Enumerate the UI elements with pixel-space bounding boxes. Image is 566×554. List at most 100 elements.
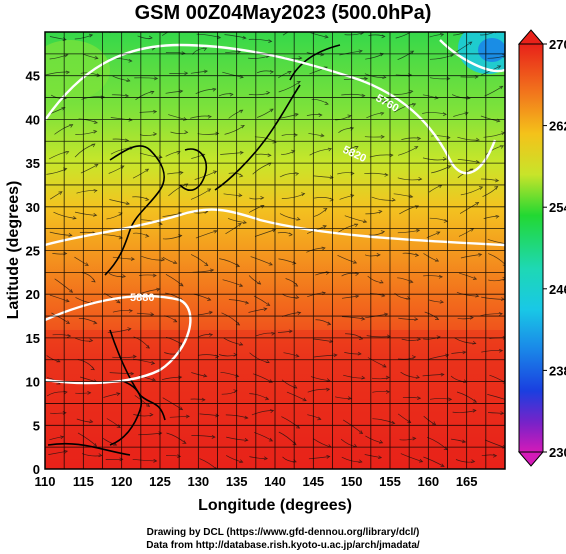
- colorbar-bottom-arrow: [517, 451, 545, 467]
- streamline: [278, 81, 301, 93]
- streamline-arrowhead: [411, 103, 417, 107]
- streamline: [77, 432, 97, 447]
- streamline: [162, 32, 169, 36]
- streamline-arrowhead: [383, 99, 388, 104]
- streamline-arrowhead: [295, 424, 301, 429]
- streamline-arrowhead: [434, 258, 440, 262]
- colorbar-label: 262: [549, 119, 566, 134]
- colorbar: 270 262 254 246 238 230: [517, 29, 566, 467]
- streamline-arrowhead: [153, 132, 158, 137]
- x-axis-ticks: 110 115 120 125 130 135 140 145 150 155 160 165: [35, 474, 478, 489]
- x-tick-label: 135: [226, 474, 248, 489]
- streamline: [337, 254, 357, 264]
- streamline: [74, 256, 89, 266]
- streamline-arrowhead: [333, 353, 338, 358]
- streamline: [365, 435, 383, 444]
- streamline-arrowhead: [179, 170, 184, 175]
- streamline-arrowhead: [89, 419, 94, 424]
- streamline-arrowhead: [497, 65, 502, 69]
- streamline-arrowhead: [472, 399, 478, 403]
- streamline: [228, 299, 249, 304]
- streamline: [49, 54, 68, 60]
- streamline-arrowhead: [493, 453, 498, 458]
- colorbar-label: 254: [549, 200, 566, 215]
- streamline: [339, 194, 354, 200]
- x-tick-label: 120: [111, 474, 133, 489]
- streamline: [341, 316, 365, 320]
- streamline-arrowhead: [203, 69, 208, 74]
- streamline: [111, 94, 129, 97]
- x-axis-label: Longitude (degrees): [198, 497, 352, 514]
- streamline: [281, 134, 298, 136]
- streamline: [167, 172, 183, 175]
- streamline-arrowhead: [98, 453, 103, 458]
- streamline-arrowhead: [148, 35, 153, 40]
- colorbar-label: 238: [549, 363, 566, 378]
- streamline-arrowhead: [475, 201, 480, 206]
- streamline-arrowhead: [69, 289, 74, 293]
- streamline-arrowhead: [271, 228, 277, 233]
- streamline-arrowhead: [260, 195, 265, 200]
- streamline-arrowhead: [213, 229, 218, 234]
- streamline: [252, 162, 272, 175]
- streamline: [315, 319, 331, 325]
- streamline-arrowhead: [263, 456, 268, 461]
- streamline: [254, 229, 276, 237]
- streamline-arrowhead: [379, 279, 384, 284]
- streamline-arrowhead: [238, 193, 243, 198]
- streamline: [280, 150, 295, 155]
- streamline-arrowhead: [409, 194, 414, 199]
- streamline-arrowhead: [462, 350, 467, 355]
- streamline-arrowhead: [470, 28, 474, 31]
- streamline: [335, 396, 352, 399]
- streamline-arrowhead: [498, 312, 503, 316]
- streamline-arrowhead: [418, 176, 423, 181]
- streamline: [75, 130, 97, 135]
- streamline-arrowhead: [296, 81, 301, 85]
- streamline: [313, 175, 334, 178]
- streamline: [422, 112, 447, 115]
- streamline: [279, 172, 299, 178]
- streamline-arrowhead: [318, 113, 323, 118]
- streamline-arrowhead: [179, 89, 184, 94]
- streamline-arrowhead: [207, 297, 212, 301]
- streamline: [218, 354, 237, 357]
- streamline: [49, 36, 67, 41]
- streamline-arrowhead: [360, 32, 365, 35]
- streamline-arrowhead: [269, 108, 274, 113]
- streamline-arrowhead: [448, 397, 453, 402]
- streamline-arrowhead: [201, 397, 206, 402]
- streamline-arrowhead: [495, 214, 500, 219]
- streamline-arrowhead: [145, 197, 150, 202]
- y-tick-label: 30: [26, 200, 40, 215]
- streamline-arrowhead: [498, 348, 504, 353]
- streamline: [452, 410, 476, 413]
- streamline-arrowhead: [145, 403, 151, 407]
- streamline-arrowhead: [385, 389, 390, 394]
- streamline: [371, 196, 396, 201]
- streamline-arrowhead: [361, 375, 366, 380]
- streamline-arrowhead: [391, 197, 396, 202]
- streamline-arrowhead: [244, 300, 250, 305]
- streamline: [133, 336, 150, 349]
- streamline-arrowhead: [478, 252, 483, 257]
- streamline-arrowhead: [63, 390, 68, 395]
- streamline: [397, 413, 411, 423]
- x-tick-label: 150: [341, 474, 363, 489]
- streamline: [459, 272, 477, 280]
- streamline-arrowhead: [468, 41, 473, 46]
- streamline-arrowhead: [413, 27, 417, 30]
- streamline-arrowhead: [442, 156, 448, 161]
- streamline-arrowhead: [469, 315, 474, 320]
- streamline: [74, 211, 97, 216]
- streamline-arrowhead: [380, 111, 385, 116]
- y-tick-label: 15: [26, 331, 40, 346]
- streamline: [344, 32, 364, 36]
- streamline-arrowhead: [326, 454, 331, 459]
- streamline-arrowhead: [207, 114, 212, 119]
- x-tick-label: 115: [73, 474, 94, 489]
- streamline: [112, 356, 137, 359]
- streamline-arrowhead: [502, 262, 505, 266]
- contour-label: 5880: [130, 292, 154, 304]
- streamline: [102, 438, 117, 446]
